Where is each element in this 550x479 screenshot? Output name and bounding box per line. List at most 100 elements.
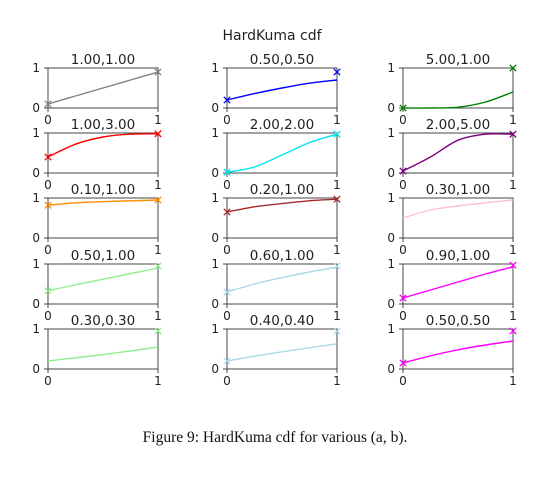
y-tick-label: 1 [211,191,219,205]
end-marker [154,327,162,335]
end-marker [509,327,517,335]
end-marker [333,262,341,270]
y-tick-label: 1 [32,322,40,336]
y-tick-label: 1 [211,126,219,140]
end-marker [509,130,517,138]
subplot-2: 0.50,0.50 0 1 0 1 [211,52,340,127]
subplot-6: 2.00,5.00 0 1 0 1 [387,117,516,192]
x-tick-label: 0 [399,374,407,388]
subplot-title: 0.50,0.50 [426,313,490,329]
x-tick-label: 1 [154,374,162,388]
y-tick-label: 0 [387,166,395,180]
x-tick-label: 0 [44,113,52,127]
cdf-line [226,133,338,173]
x-tick-label: 0 [399,309,407,323]
x-tick-label: 0 [223,309,231,323]
y-tick-label: 0 [32,101,40,115]
subplot-title: 0.60,1.00 [250,248,314,264]
x-tick-label: 0 [44,374,52,388]
subplot-7: 0.10,1.00 0 1 0 1 [32,182,161,257]
y-tick-label: 1 [211,61,219,75]
x-tick-label: 1 [333,243,341,257]
y-tick-label: 0 [387,362,395,376]
axes-frame [226,263,338,305]
end-marker [509,64,517,72]
subplot-3: 5.00,1.00 0 1 0 1 [387,52,516,127]
cdf-line [402,91,514,109]
end-marker [154,262,162,270]
subplot-title: 0.90,1.00 [426,248,490,264]
x-tick-label: 1 [509,243,517,257]
cdf-line [402,199,514,219]
axes-frame [226,132,338,174]
axes-frame [47,67,159,109]
axes-frame [47,328,159,370]
y-tick-label: 1 [387,126,395,140]
subplot-title: 0.30,0.30 [71,313,135,329]
subplot-14: 0.40,0.40 0 1 0 1 [211,313,340,388]
x-tick-label: 0 [44,309,52,323]
cdf-line [402,266,514,299]
y-tick-label: 0 [211,166,219,180]
subplot-12: 0.90,1.00 0 1 0 1 [387,248,516,323]
x-tick-label: 0 [223,243,231,257]
cdf-line [226,266,338,293]
subplot-5: 2.00,2.00 0 1 0 1 [211,117,340,192]
start-marker [399,104,407,112]
axes-frame [402,263,514,305]
y-tick-label: 1 [387,191,395,205]
subplot-title: 1.00,1.00 [71,52,135,68]
x-tick-label: 1 [154,309,162,323]
subplot-title: 2.00,5.00 [426,117,490,133]
x-tick-label: 0 [399,113,407,127]
y-tick-label: 0 [211,362,219,376]
y-tick-label: 1 [387,322,395,336]
subplot-4: 1.00,3.00 0 1 0 1 [32,117,161,192]
x-tick-label: 0 [223,113,231,127]
axes-frame [402,328,514,370]
end-marker [154,130,162,138]
subplot-1: 1.00,1.00 0 1 0 1 [32,52,161,127]
y-tick-label: 0 [211,297,219,311]
axes-frame [402,132,514,174]
y-tick-label: 0 [211,231,219,245]
y-tick-label: 0 [32,297,40,311]
x-tick-label: 1 [333,374,341,388]
axes-frame [226,197,338,239]
end-marker [509,261,517,269]
start-marker [223,96,231,104]
x-tick-label: 1 [509,178,517,192]
subplot-13: 0.30,0.30 0 1 0 1 [32,313,161,388]
cdf-line [226,343,338,362]
x-tick-label: 1 [333,178,341,192]
end-marker [333,130,341,138]
axes-frame [226,67,338,109]
subplot-title: 0.20,1.00 [250,182,314,198]
subplot-title: 2.00,2.00 [250,117,314,133]
x-tick-label: 1 [509,113,517,127]
subplot-title: 0.50,1.00 [71,248,135,264]
subplot-title: 1.00,3.00 [71,117,135,133]
subplot-8: 0.20,1.00 0 1 0 1 [211,182,340,257]
x-tick-label: 1 [509,309,517,323]
cdf-line [402,340,514,364]
axes-frame [47,197,159,239]
x-tick-label: 1 [154,243,162,257]
subplot-title: 0.40,0.40 [250,313,314,329]
x-tick-label: 1 [333,113,341,127]
y-tick-label: 0 [32,166,40,180]
y-tick-label: 0 [211,101,219,115]
figure-caption: Figure 9: HardKuma cdf for various (a, b… [142,429,408,446]
subplot-10: 0.50,1.00 0 1 0 1 [32,248,161,323]
subplot-title: 0.30,1.00 [426,182,490,198]
start-marker [223,168,231,176]
start-marker [399,294,407,302]
start-marker [44,287,52,295]
start-marker [223,288,231,296]
y-tick-label: 1 [32,126,40,140]
x-tick-label: 0 [223,374,231,388]
y-tick-label: 1 [32,191,40,205]
x-tick-label: 0 [399,243,407,257]
x-tick-label: 0 [44,243,52,257]
